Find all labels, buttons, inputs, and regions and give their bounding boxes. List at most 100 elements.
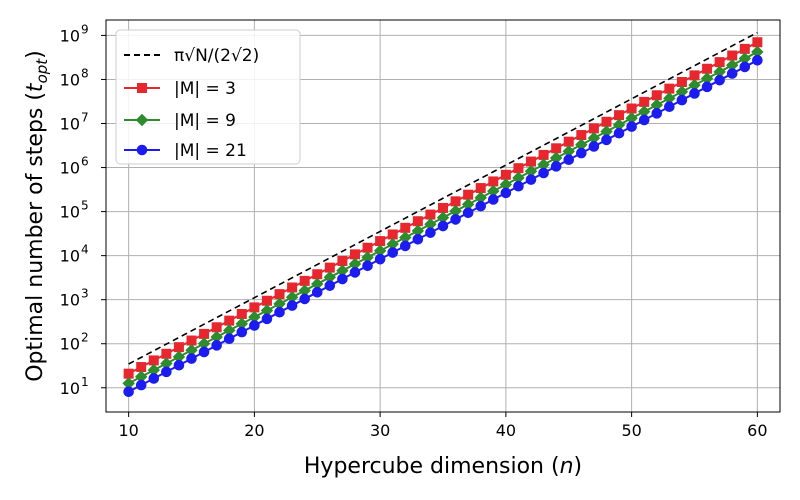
data-point [148, 355, 159, 366]
data-point [726, 68, 738, 79]
data-point [538, 149, 549, 160]
data-point [676, 77, 687, 88]
data-point [488, 176, 499, 187]
data-point [136, 362, 147, 373]
series-2 [122, 45, 764, 390]
y-tick-exponent: 2 [81, 331, 89, 345]
data-point [689, 88, 700, 99]
data-point [337, 273, 348, 285]
legend-label: |M| = 9 [174, 111, 236, 131]
data-point [613, 127, 625, 139]
data-point [425, 227, 436, 238]
data-point [412, 233, 424, 245]
data-point [349, 267, 361, 278]
data-point [412, 216, 423, 227]
data-point [425, 209, 436, 220]
data-point [626, 121, 637, 132]
data-point [349, 249, 360, 260]
data-point [576, 130, 587, 141]
data-point [551, 143, 562, 154]
x-tick-label: 60 [747, 421, 767, 440]
data-point [614, 110, 625, 121]
data-point [639, 96, 650, 107]
y-tick-exponent: 5 [81, 199, 89, 213]
data-point [387, 229, 398, 240]
data-point [752, 55, 763, 66]
data-point [714, 57, 725, 68]
x-tick-label: 10 [118, 421, 138, 440]
legend-marker [135, 113, 149, 127]
data-point [286, 300, 298, 311]
data-point [664, 83, 675, 94]
y-tick-label: 10 [60, 335, 80, 354]
legend-marker [136, 144, 148, 156]
y-tick-label: 10 [60, 203, 80, 222]
data-point [274, 306, 285, 318]
y-tick-exponent: 3 [81, 287, 89, 301]
data-point [550, 161, 562, 172]
series-layer [122, 31, 764, 398]
y-tick-exponent: 8 [81, 66, 89, 80]
data-point [525, 174, 537, 185]
data-point [676, 94, 688, 106]
data-point [601, 134, 612, 146]
data-point [438, 202, 448, 213]
data-point [299, 293, 310, 305]
y-tick-exponent: 7 [81, 111, 89, 125]
data-point [689, 70, 700, 81]
data-point [475, 200, 487, 212]
data-point [211, 322, 222, 333]
data-point [399, 240, 411, 252]
y-tick-exponent: 6 [81, 155, 89, 169]
data-point [161, 366, 172, 378]
data-point [450, 214, 461, 225]
data-point [249, 302, 260, 313]
data-point [123, 386, 134, 398]
x-axis-title: Hypercube dimension (n) [304, 454, 582, 479]
data-point [224, 315, 235, 326]
data-point [199, 328, 210, 339]
y-tick-label: 10 [60, 26, 80, 45]
data-point [437, 220, 449, 232]
legend-entry: |M| = 3 [124, 79, 236, 99]
data-point [261, 295, 272, 306]
data-point [311, 287, 323, 298]
data-point [375, 236, 386, 247]
x-tick-label: 50 [621, 421, 641, 440]
data-point [324, 280, 336, 291]
data-point [148, 373, 160, 384]
y-tick-label: 10 [60, 247, 80, 266]
data-point [186, 353, 197, 364]
data-point [337, 255, 348, 266]
y-tick-label: 10 [60, 291, 80, 310]
legend: π√N/(2√2) |M| = 3 |M| = 9 |M| = 21 [115, 29, 301, 165]
y-tick-label: 10 [60, 115, 80, 134]
data-point [274, 289, 285, 300]
legend-box [115, 29, 301, 165]
data-point [714, 74, 725, 86]
legend-label: π√N/(2√2) [174, 46, 259, 66]
data-point [538, 167, 549, 179]
data-point [186, 335, 197, 346]
data-point [462, 207, 474, 219]
legend-label: |M| = 3 [174, 79, 236, 99]
data-point [312, 269, 323, 280]
data-point [588, 123, 599, 134]
y-tick-label: 10 [60, 379, 80, 398]
data-point [626, 103, 637, 114]
data-point [362, 242, 373, 253]
data-point [173, 359, 185, 371]
data-point [362, 260, 373, 272]
data-point [487, 194, 499, 205]
data-point [324, 262, 335, 273]
legend-entry: |M| = 9 [124, 111, 236, 131]
data-point [400, 222, 411, 233]
data-point [123, 368, 134, 379]
y-tick-exponent: 9 [81, 22, 89, 36]
legend-label: |M| = 21 [174, 141, 247, 161]
data-point [450, 196, 461, 207]
y-axis-title: Optimal number of steps (topt) [23, 50, 51, 382]
data-point [161, 348, 172, 359]
